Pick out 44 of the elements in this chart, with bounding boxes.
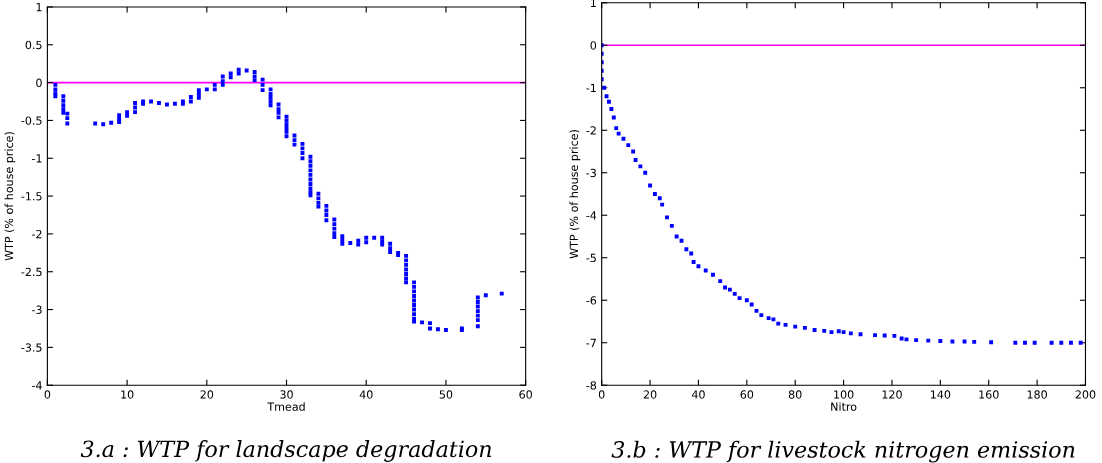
x-axis-title: Nitro <box>831 402 857 411</box>
x-tick-label: 160 <box>979 390 999 399</box>
x-tick-label: 40 <box>359 390 373 399</box>
x-tick-label: 180 <box>1027 390 1047 399</box>
text: 3.a : WTP for landscape degradation <box>80 440 492 462</box>
text: 3.b : WTP for livestock nitrogen emission <box>611 440 1075 463</box>
y-tick-label: -6 <box>586 296 597 305</box>
y-tick-label: -7 <box>586 338 596 347</box>
y-tick-label: -1 <box>586 83 596 92</box>
x-tick-label: 200 <box>1075 390 1096 399</box>
y-tick-label: 0 <box>590 41 597 50</box>
x-axis-title: Tmead <box>267 402 305 411</box>
y-tick-label: -5 <box>586 253 596 263</box>
y-axis-title: WTP (% of house price) <box>569 130 581 259</box>
x-tick-label: 60 <box>519 390 532 399</box>
y-tick-label: -1 <box>31 154 42 163</box>
x-tick-label: 120 <box>882 390 902 399</box>
y-tick-label: -4 <box>586 211 597 220</box>
x-tick-label: 50 <box>439 390 453 399</box>
y-tick-label: -3.5 <box>21 343 42 352</box>
x-tick-label: 100 <box>834 390 854 399</box>
x-tick-label: 80 <box>788 390 802 399</box>
y-tick-label: -3 <box>31 305 42 314</box>
x-tick-label: 30 <box>280 390 293 399</box>
x-tick-label: 20 <box>200 390 214 399</box>
y-tick-label: 1 <box>36 3 42 12</box>
x-tick-label: 20 <box>643 390 657 399</box>
x-tick-label: 0 <box>598 390 605 399</box>
y-tick-label: -2.5 <box>21 267 42 277</box>
y-tick-label: -4 <box>31 381 42 390</box>
y-tick-label: -3 <box>586 168 596 178</box>
x-tick-label: 0 <box>44 390 51 399</box>
y-tick-label: -8 <box>586 381 597 390</box>
y-axis-title: WTP (% of house price) <box>4 132 16 261</box>
y-tick-label: -1.5 <box>21 192 42 201</box>
x-tick-label: 40 <box>691 390 705 399</box>
x-tick-label: 10 <box>121 390 134 399</box>
y-tick-label: 0.5 <box>25 40 42 50</box>
y-tick-label: -0.5 <box>21 116 42 125</box>
y-tick-label: -2 <box>586 126 596 135</box>
y-tick-label: 0 <box>36 78 42 87</box>
y-tick-label: -2 <box>31 229 42 239</box>
x-tick-label: 140 <box>930 390 951 399</box>
x-tick-label: 60 <box>740 390 754 399</box>
